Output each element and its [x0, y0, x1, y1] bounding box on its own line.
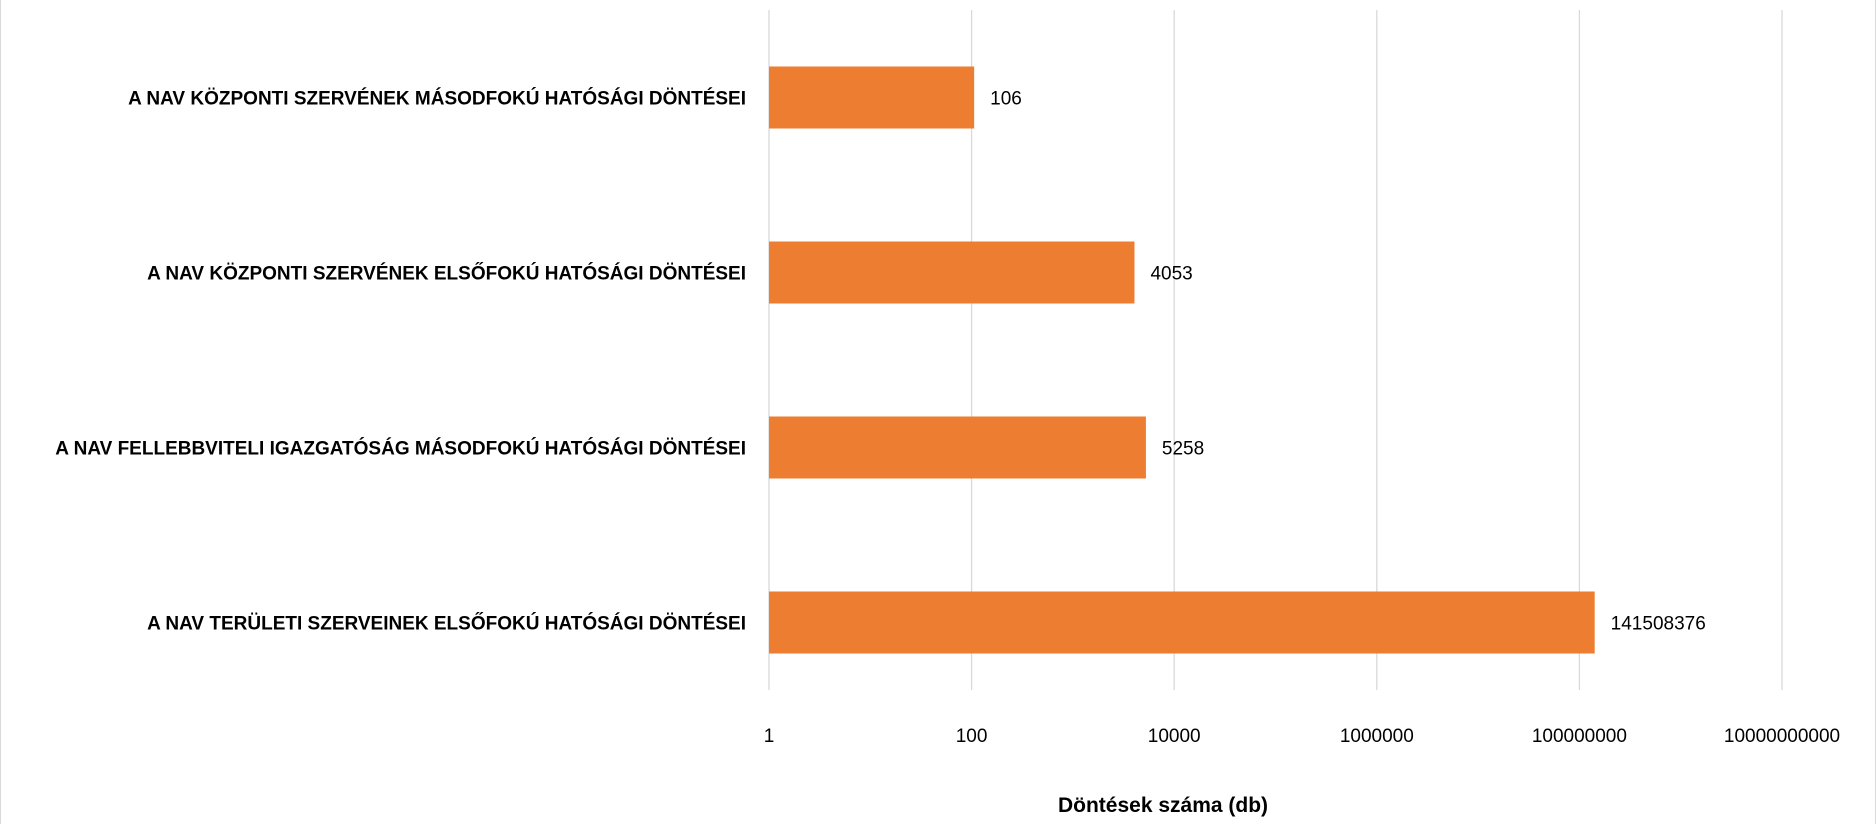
x-axis-title: Döntések száma (db)	[1058, 794, 1268, 817]
x-tick-label: 100000000	[1532, 726, 1627, 747]
x-tick-label: 1	[764, 726, 775, 747]
bars	[769, 66, 1595, 654]
x-tick-label: 100	[956, 726, 988, 747]
data-label: 4053	[1150, 264, 1192, 285]
category-label: A NAV KÖZPONTI SZERVÉNEK MÁSODFOKÚ HATÓS…	[128, 88, 746, 110]
x-tick-label: 1000000	[1340, 726, 1414, 747]
x-tick-label: 10000000000	[1724, 726, 1840, 747]
labels: 1 100 10000 1000000 100000000 10000000000 A NA…	[55, 88, 1840, 748]
data-label: 106	[990, 89, 1022, 110]
category-label: A NAV KÖZPONTI SZERVÉNEK ELSŐFOKÚ HATÓSÁ…	[147, 263, 746, 285]
bar	[769, 241, 1135, 304]
data-label: 141508376	[1611, 614, 1706, 635]
data-label: 5258	[1162, 439, 1204, 460]
bar	[769, 591, 1595, 654]
category-label: A NAV FELLEBBVITELI IGAZGATÓSÁG MÁSODFOK…	[55, 438, 746, 460]
bar	[769, 416, 1146, 479]
bar	[769, 66, 975, 129]
category-label: A NAV TERÜLETI SZERVEINEK ELSŐFOKÚ HATÓS…	[147, 613, 746, 635]
x-tick-label: 10000	[1148, 726, 1201, 747]
